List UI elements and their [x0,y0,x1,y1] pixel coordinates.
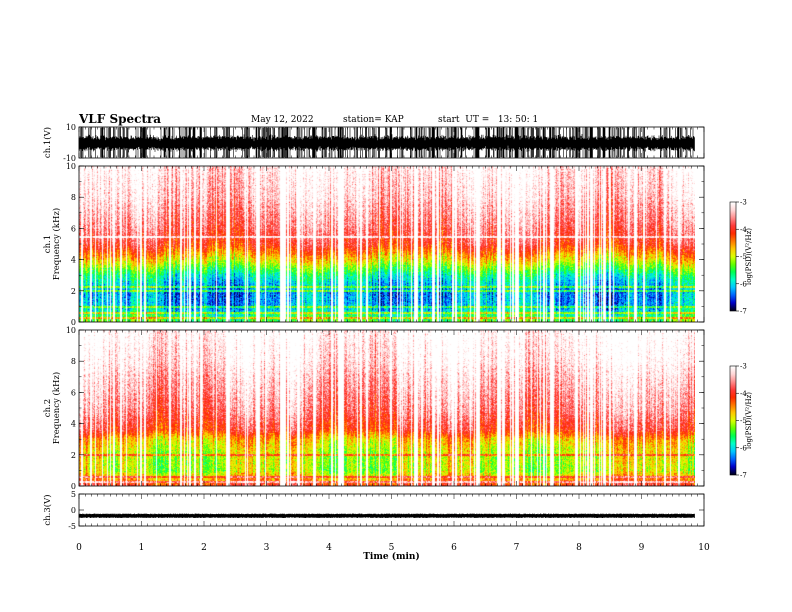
ch1-ylabel: ch.1(V) [42,127,53,158]
y-tick-label: 10 [66,162,76,171]
ch1-spectrogram-ylabel: Frequency (kHz) [51,208,62,280]
spectrogram-layer [79,166,736,486]
date-label: May 12, 2022 [251,115,314,125]
x-tick-label: 8 [576,543,582,553]
ch2-spectrogram-ylabel: Frequency (kHz) [51,372,62,444]
x-tick-label: 5 [389,543,395,553]
axes-layer [78,126,739,527]
y-tick-label: 4 [71,420,76,429]
colorbar-label: log(PSD)(V²/Hz) [745,392,753,449]
x-tick-label: 6 [451,543,457,553]
x-tick-label: 10 [698,543,710,553]
y-tick-label: 0 [71,482,76,491]
colorbar-ch2-spectrogram [730,366,736,475]
x-tick-label: 9 [639,543,645,553]
y-tick-label: 0 [71,506,76,515]
y-tick-label: 4 [71,256,76,265]
x-tick-label: 3 [264,543,270,553]
colorbar-tick-label: -5 [740,417,747,425]
y-tick-label: -10 [63,154,76,163]
colorbar-label: log(PSD)(V²/Hz) [745,228,753,285]
colorbar-tick-label: -3 [740,363,747,371]
y-tick-label: 10 [66,123,76,132]
y-tick-label: 10 [66,326,76,335]
x-tick-label: 7 [514,543,520,553]
figure-title: VLF Spectra [79,112,162,126]
y-tick-label: 0 [71,318,76,327]
x-axis-label: Time (min) [363,551,420,562]
y-tick-label: -5 [68,522,76,531]
ch3-waveform [78,513,695,518]
colorbar-tick-label: -4 [740,226,747,234]
y-tick-label: 2 [71,287,76,296]
y-tick-label: 6 [71,224,76,233]
station-label: station= KAP [343,115,404,125]
y-tick-label: 8 [71,193,76,202]
colorbar-tick-label: -4 [740,390,747,398]
ch1-spectrogram-ylabel: ch.1 [43,235,53,253]
colorbar-ch1-spectrogram [730,202,736,311]
labels-layer: -3 -4 -5 -6 -7 log(PSD)(V²/Hz) -3 -4 -5 -6 -7 log(P… [42,123,753,562]
ch3-ylabel: ch.3(V) [42,494,53,525]
y-tick-label: 5 [71,490,76,499]
ch2-spectrogram-ylabel: ch.2 [43,399,53,417]
colorbar-tick-label: -7 [740,472,747,480]
start-time-label: start UT = 13: 50: 1 [438,115,539,125]
x-tick-label: 1 [139,543,145,553]
y-tick-label: 6 [71,388,76,397]
y-tick-label: 8 [71,357,76,366]
x-tick-label: 0 [76,543,82,553]
ch2-spectrogram-image [79,330,695,486]
y-tick-label: 2 [71,451,76,460]
colorbar-tick-label: -5 [740,253,747,261]
colorbar-tick-label: -6 [740,280,747,288]
colorbar-tick-label: -6 [740,444,747,452]
colorbar-tick-label: -3 [740,199,747,207]
ch1-spectrogram-image [79,166,695,322]
colorbar-tick-label: -7 [740,308,747,316]
ch1-waveform [78,127,695,158]
x-tick-label: 2 [201,543,207,553]
x-tick-label: 4 [326,543,332,553]
